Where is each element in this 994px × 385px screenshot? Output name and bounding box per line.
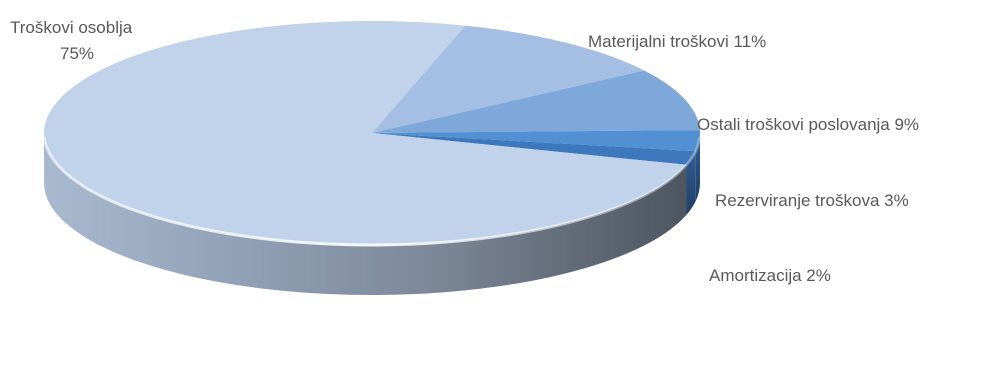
slice-value-tro-kovi-osoblja: 75% bbox=[60, 44, 94, 63]
pie-slice-ostali-tro-kovi-poslovanja bbox=[372, 70, 700, 133]
pie-slice-materijalni-tro-kovi bbox=[372, 25, 645, 133]
pie-rim-highlight bbox=[42, 136, 702, 247]
slice-label-rezerviranje-tro-kova: Rezerviranje troškova 3% bbox=[715, 191, 909, 210]
pie-side-amortizacija bbox=[686, 151, 696, 215]
slice-label-ostali-tro-kovi-poslovanja: Ostali troškovi poslovanja 9% bbox=[697, 115, 919, 134]
slice-label-amortizacija: Amortizacija 2% bbox=[709, 266, 831, 285]
slice-label-tro-kovi-osoblja: Troškovi osoblja bbox=[10, 18, 133, 37]
pie-slice-tro-kovi-osoblja bbox=[43, 20, 687, 245]
pie-side-tro-kovi-osoblja bbox=[44, 133, 687, 295]
pie-slice-amortizacija bbox=[372, 133, 696, 165]
pie-slice-rezerviranje-tro-kova bbox=[372, 130, 700, 152]
slice-label-materijalni-tro-kovi: Materijalni troškovi 11% bbox=[588, 32, 766, 51]
